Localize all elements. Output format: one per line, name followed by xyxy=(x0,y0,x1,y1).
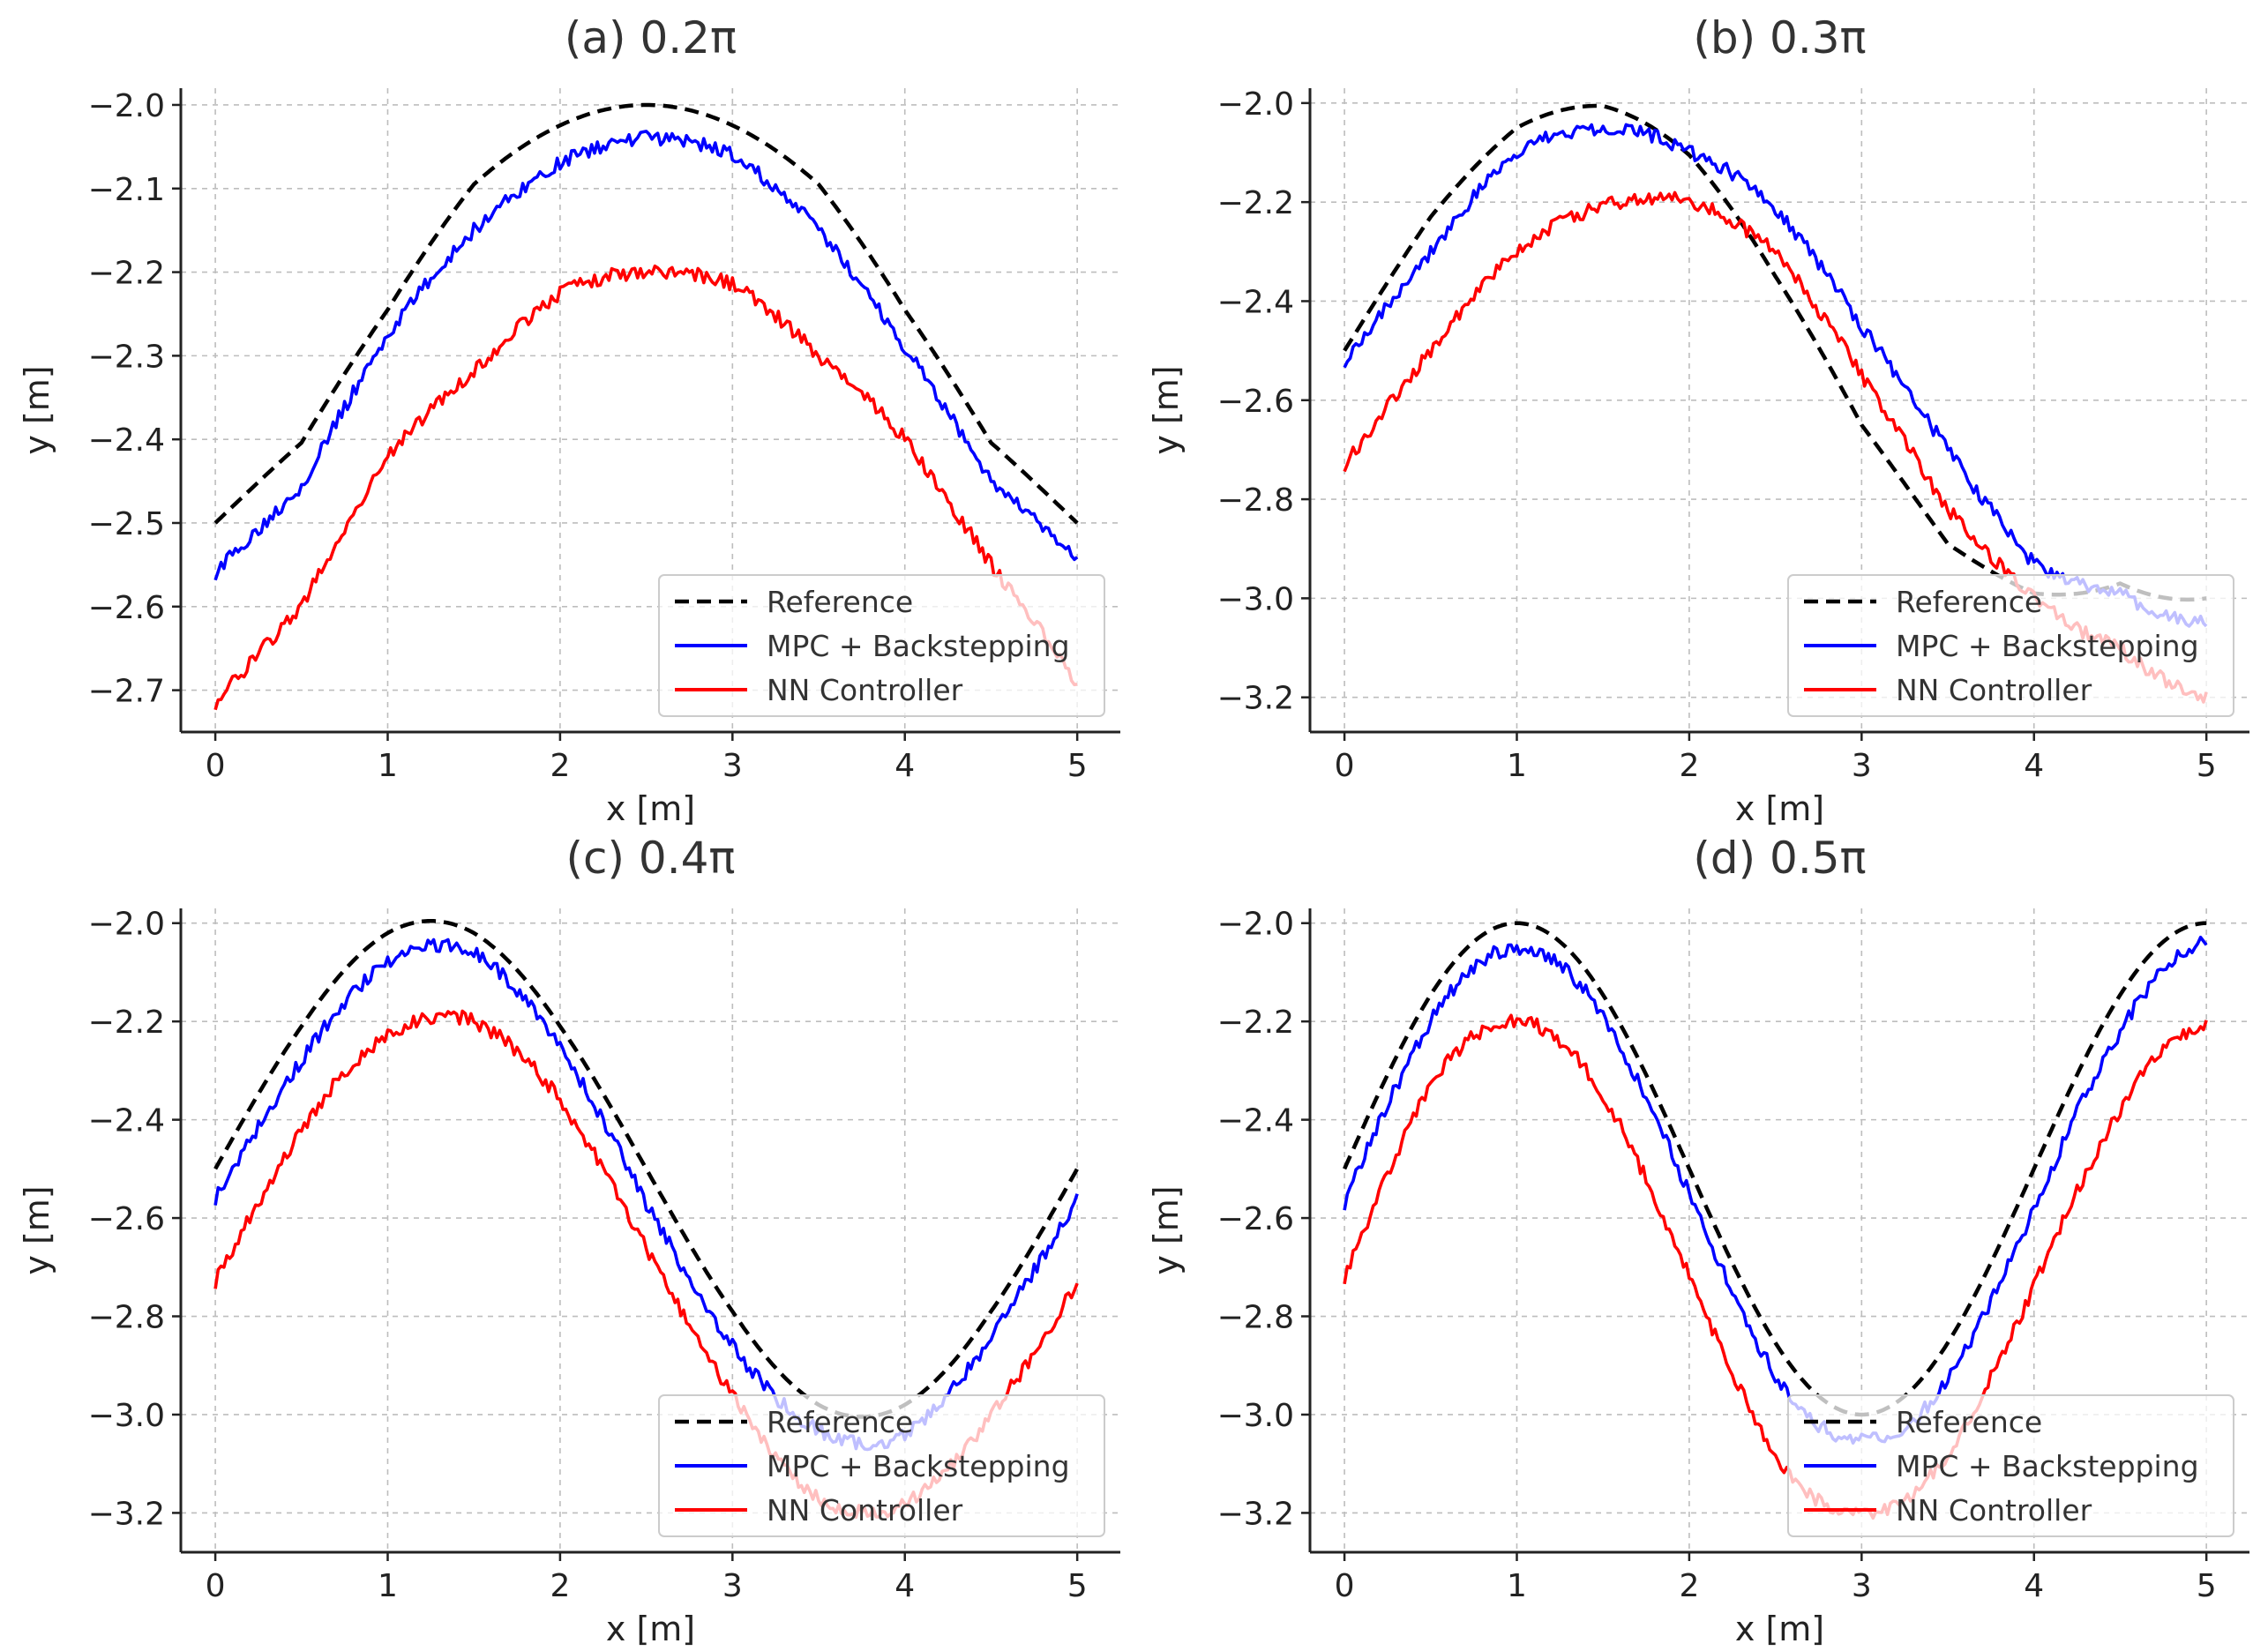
series-line-reference xyxy=(1343,103,2207,602)
legend-label: MPC + Backstepping xyxy=(767,629,1070,663)
y-tick-label: −2.8 xyxy=(1217,1300,1294,1336)
subplot-c: 0 1 2 3 4 5 −2.0 −2.2 −2.4 −2.6 −2.8 −3.0 −3.2 x [m] y… xyxy=(18,833,1120,1648)
x-tick-label: 5 xyxy=(1067,1568,1088,1604)
x-tick-label: 3 xyxy=(1852,748,1872,784)
subplot-title: (a) 0.2π xyxy=(565,12,737,64)
series-line-nn-controller xyxy=(1343,1013,2208,1520)
y-tick-label: −2.0 xyxy=(1217,86,1294,123)
legend-box xyxy=(1787,1394,2234,1537)
x-tick-label: 0 xyxy=(1335,748,1355,784)
y-tick-label: −2.3 xyxy=(88,339,165,375)
y-axis-label: y [m] xyxy=(1147,1185,1186,1274)
x-tick-label: 3 xyxy=(1852,1568,1872,1604)
legend-label: MPC + Backstepping xyxy=(1896,1449,2199,1483)
legend-label: NN Controller xyxy=(767,1493,963,1528)
y-axis-label: y [m] xyxy=(18,365,56,454)
x-tick-label: 3 xyxy=(722,1568,743,1604)
y-tick-label: −2.5 xyxy=(88,506,165,542)
legend-label: MPC + Backstepping xyxy=(1896,629,2199,663)
y-tick-label: −3.0 xyxy=(1217,1398,1294,1434)
series-line-mpc-backstepping xyxy=(213,938,1079,1452)
series-line-mpc-backstepping xyxy=(213,130,1079,581)
subplot-a: 0 1 2 3 4 5 −2.0 −2.1 −2.2 −2.3 −2.4 −2.5 −2.6 −2.7 x … xyxy=(18,12,1120,828)
y-tick-label: −2.2 xyxy=(88,256,165,292)
legend-label: Reference xyxy=(767,585,913,619)
x-tick-label: 2 xyxy=(1679,1568,1699,1604)
legend-label: NN Controller xyxy=(767,673,963,707)
y-tick-label: −3.2 xyxy=(88,1496,165,1532)
series-line-mpc-backstepping xyxy=(1343,123,2208,628)
legend-box xyxy=(658,574,1105,717)
y-tick-label: −2.0 xyxy=(88,907,165,943)
y-tick-label: −2.1 xyxy=(88,172,165,208)
y-tick-label: −2.6 xyxy=(88,590,165,626)
y-tick-label: −2.8 xyxy=(1217,482,1294,519)
subplot-title: (d) 0.5π xyxy=(1693,833,1866,884)
y-tick-label: −2.4 xyxy=(88,1103,165,1139)
y-tick-label: −3.2 xyxy=(1217,1496,1294,1532)
x-tick-label: 1 xyxy=(1507,748,1527,784)
x-tick-label: 5 xyxy=(2197,1568,2217,1604)
y-tick-label: −2.2 xyxy=(88,1005,165,1041)
series-line-nn-controller xyxy=(213,264,1078,711)
y-tick-label: −2.4 xyxy=(1217,284,1294,320)
x-tick-label: 4 xyxy=(2024,1568,2044,1604)
x-tick-label: 4 xyxy=(2024,748,2044,784)
y-tick-label: −2.2 xyxy=(1217,185,1294,221)
legend-label: MPC + Backstepping xyxy=(767,1449,1070,1483)
y-tick-label: −2.6 xyxy=(1217,1201,1294,1237)
legend-label: NN Controller xyxy=(1896,673,2092,707)
y-tick-label: −2.4 xyxy=(1217,1103,1294,1139)
y-axis-label: y [m] xyxy=(18,1185,56,1274)
x-axis-label: x [m] xyxy=(1735,789,1824,828)
series-line-reference xyxy=(213,918,1080,1419)
x-tick-label: 0 xyxy=(206,1568,226,1604)
subplot-title: (c) 0.4π xyxy=(565,833,735,884)
legend-label: Reference xyxy=(767,1405,913,1439)
y-tick-label: −2.4 xyxy=(88,422,165,459)
legend-box xyxy=(658,1394,1105,1537)
series-line-mpc-backstepping xyxy=(1343,936,2208,1445)
y-tick-label: −2.8 xyxy=(88,1300,165,1336)
y-tick-label: −2.6 xyxy=(88,1201,165,1237)
y-tick-label: −2.0 xyxy=(88,88,165,124)
x-tick-label: 5 xyxy=(2197,748,2217,784)
x-tick-label: 1 xyxy=(378,1568,398,1604)
y-tick-label: −2.2 xyxy=(1217,1005,1294,1041)
legend-label: Reference xyxy=(1896,585,2042,619)
x-tick-label: 0 xyxy=(206,748,226,784)
x-tick-label: 2 xyxy=(550,1568,570,1604)
y-tick-label: −2.7 xyxy=(88,674,165,710)
x-tick-label: 1 xyxy=(378,748,398,784)
series-line-reference xyxy=(1343,921,2207,1417)
x-tick-label: 4 xyxy=(894,1568,915,1604)
x-tick-label: 5 xyxy=(1067,748,1088,784)
y-tick-label: −3.0 xyxy=(88,1398,165,1434)
legend-label: NN Controller xyxy=(1896,1493,2092,1528)
y-tick-label: −3.2 xyxy=(1217,681,1294,717)
y-tick-label: −2.6 xyxy=(1217,384,1294,420)
subplot-d: 0 1 2 3 4 5 −2.0 −2.2 −2.4 −2.6 −2.8 −3.0 −3.2 x [m] y… xyxy=(1147,833,2249,1648)
x-tick-label: 1 xyxy=(1507,1568,1527,1604)
x-tick-label: 3 xyxy=(722,748,743,784)
x-tick-label: 0 xyxy=(1335,1568,1355,1604)
y-tick-label: −3.0 xyxy=(1217,581,1294,617)
y-axis-label: y [m] xyxy=(1147,365,1186,454)
x-axis-label: x [m] xyxy=(1735,1610,1824,1648)
legend-label: Reference xyxy=(1896,1405,2042,1439)
y-tick-label: −2.0 xyxy=(1217,907,1294,943)
subplot-b: 0 1 2 3 4 5 −2.0 −2.2 −2.4 −2.6 −2.8 −3.0 −3.2 x [m] y… xyxy=(1147,12,2249,828)
legend-box xyxy=(1787,574,2234,717)
x-axis-label: x [m] xyxy=(606,1610,695,1648)
x-tick-label: 2 xyxy=(550,748,570,784)
subplot-title: (b) 0.3π xyxy=(1693,12,1866,64)
x-axis-label: x [m] xyxy=(606,789,695,828)
series-line-reference xyxy=(213,102,1079,525)
x-tick-label: 4 xyxy=(894,748,915,784)
x-tick-label: 2 xyxy=(1679,748,1699,784)
